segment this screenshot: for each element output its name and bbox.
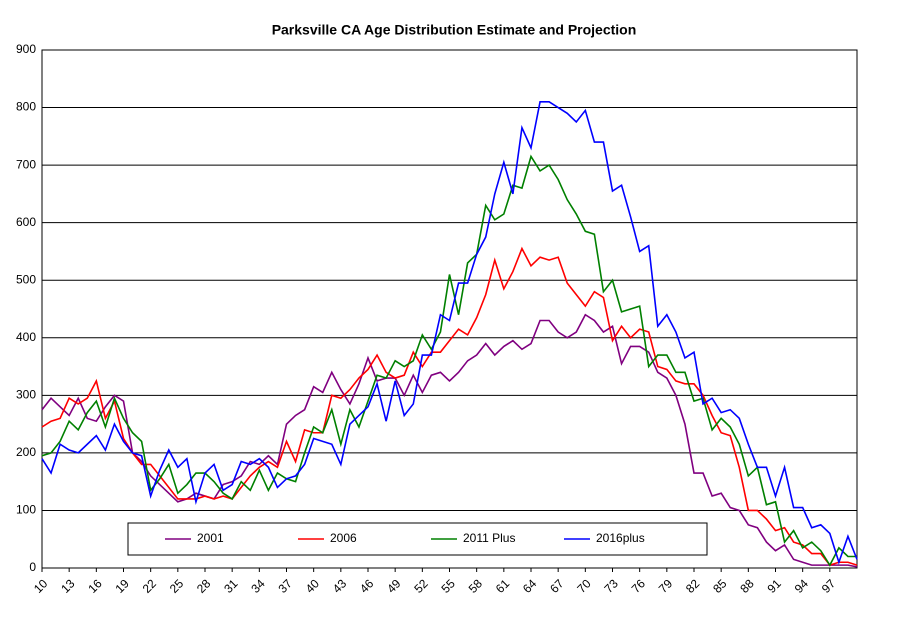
x-tick-label: 40 (303, 576, 323, 596)
legend-label: 2006 (330, 531, 357, 545)
y-tick-label: 700 (16, 157, 36, 171)
y-tick-label: 400 (16, 330, 36, 344)
x-tick-label: 85 (710, 576, 730, 596)
y-tick-label: 500 (16, 272, 36, 286)
series-line (41, 313, 858, 568)
x-tick-label: 16 (85, 576, 105, 596)
x-tick-label: 61 (493, 576, 513, 596)
x-tick-label: 25 (167, 576, 187, 596)
x-tick-label: 55 (439, 576, 459, 596)
legend-label: 2016plus (596, 531, 645, 545)
x-tick-label: 46 (357, 576, 377, 596)
y-tick-label: 0 (29, 560, 36, 574)
x-tick-label: 88 (737, 576, 757, 596)
x-tick-label: 64 (520, 576, 540, 596)
x-tick-label: 58 (466, 576, 486, 596)
x-tick-label: 13 (58, 576, 78, 596)
x-tick-label: 73 (602, 576, 622, 596)
series-line (41, 154, 857, 567)
x-tick-label: 67 (547, 576, 567, 596)
plot-area (41, 49, 858, 569)
x-tick-label: 82 (683, 576, 703, 596)
x-tick-label: 91 (765, 576, 785, 596)
x-tick-label: 10 (31, 576, 51, 596)
y-tick-label: 800 (16, 100, 36, 114)
x-tick-label: 94 (792, 576, 812, 596)
legend-label: 2001 (197, 531, 224, 545)
x-tick-label: 52 (411, 576, 431, 596)
x-tick-label: 28 (194, 576, 214, 596)
x-tick-label: 70 (574, 576, 594, 596)
x-tick-label: 31 (221, 576, 241, 596)
y-tick-label: 900 (16, 42, 36, 56)
series-line (41, 101, 858, 565)
y-tick-label: 100 (16, 503, 36, 517)
y-tick-label: 200 (16, 445, 36, 459)
x-tick-label: 49 (384, 576, 404, 596)
x-tick-label: 76 (629, 576, 649, 596)
legend-label: 2011 Plus (463, 531, 515, 545)
series-line (41, 246, 858, 567)
x-tick-label: 37 (276, 576, 296, 596)
x-tick-label: 97 (819, 576, 839, 596)
x-tick-label: 19 (113, 576, 133, 596)
x-tick-label: 79 (656, 576, 676, 596)
x-tick-label: 34 (248, 576, 268, 596)
y-tick-label: 300 (16, 388, 36, 402)
chart-title: Parksville CA Age Distribution Estimate … (272, 22, 637, 38)
legend-box (127, 522, 708, 556)
x-tick-label: 43 (330, 576, 350, 596)
y-tick-label: 600 (16, 215, 36, 229)
x-tick-label: 22 (140, 576, 160, 596)
